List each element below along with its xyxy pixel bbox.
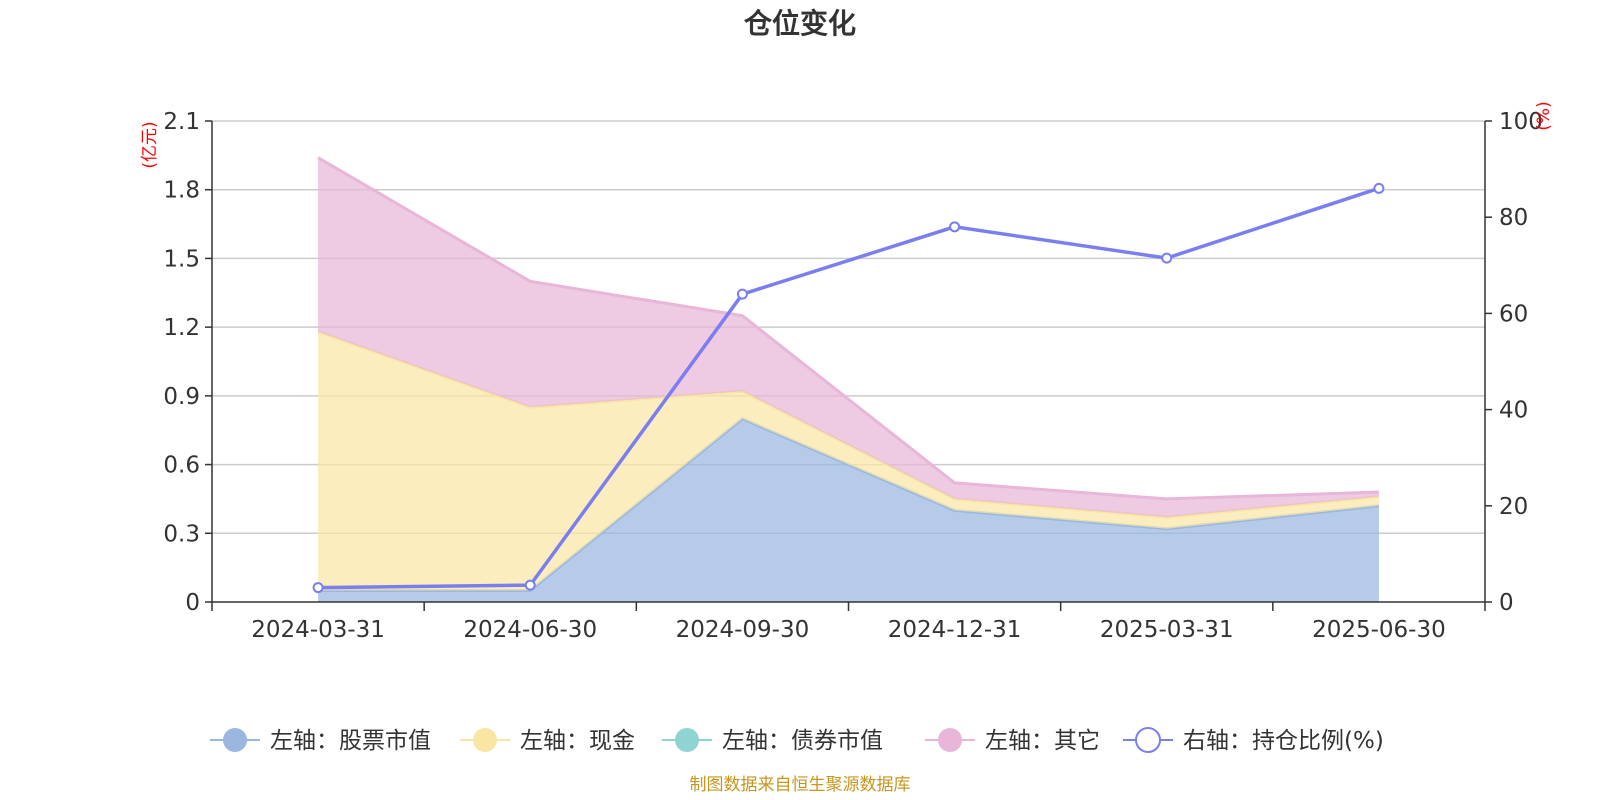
right-tick-label: 20 bbox=[1499, 494, 1528, 520]
x-tick-label: 2025-06-30 bbox=[1312, 617, 1446, 643]
legend-label: 左轴：股票市值 bbox=[270, 728, 431, 754]
right-tick-label: 40 bbox=[1499, 398, 1528, 424]
legend-marker bbox=[1135, 727, 1161, 753]
left-tick-label: 1.8 bbox=[163, 178, 200, 204]
left-tick-label: 1.5 bbox=[163, 246, 200, 272]
ratio-point bbox=[949, 221, 961, 233]
left-tick-label: 1.2 bbox=[163, 315, 200, 341]
legend-item[interactable]: 左轴：股票市值 bbox=[210, 728, 431, 754]
legend-marker bbox=[223, 728, 247, 752]
right-tick-label: 100 bbox=[1499, 109, 1543, 135]
legend-label: 右轴：持仓比例(%) bbox=[1183, 728, 1384, 754]
legend-marker bbox=[675, 728, 699, 752]
ratio-line bbox=[318, 186, 1380, 590]
chart-title: 仓位变化 bbox=[744, 7, 856, 40]
left-tick-label: 0.9 bbox=[163, 384, 200, 410]
ratio-line-series bbox=[312, 182, 1385, 594]
ratio-point bbox=[524, 579, 536, 591]
x-tick-label: 2024-06-30 bbox=[463, 617, 597, 643]
x-tick-label: 2024-09-30 bbox=[676, 617, 810, 643]
left-tick-label: 0 bbox=[185, 590, 200, 616]
x-tick-label: 2024-03-31 bbox=[251, 617, 385, 643]
legend: 左轴：股票市值 左轴：现金 左轴：债券市值 左轴：其它 右轴：持仓比例(%) bbox=[210, 727, 1384, 754]
area-股票市值 bbox=[318, 418, 1379, 602]
legend-label: 左轴：债券市值 bbox=[722, 728, 883, 754]
legend-marker bbox=[938, 728, 962, 752]
area-现金 bbox=[318, 331, 1379, 591]
x-tick-label: 2025-03-31 bbox=[1100, 617, 1234, 643]
x-tick-label: 2024-12-31 bbox=[888, 617, 1022, 643]
data-source-note: 制图数据来自恒生聚源数据库 bbox=[690, 775, 911, 795]
right-tick-label: 80 bbox=[1499, 205, 1528, 231]
legend-item[interactable]: 左轴：其它 bbox=[925, 728, 1100, 754]
ratio-point bbox=[1373, 182, 1385, 194]
left-tick-label: 2.1 bbox=[163, 109, 200, 135]
left-tick-label: 0.6 bbox=[163, 453, 200, 479]
legend-label: 左轴：其它 bbox=[985, 728, 1100, 754]
ratio-point bbox=[736, 288, 748, 300]
right-axis-unit: (%) bbox=[1534, 101, 1554, 130]
legend-label: 左轴：现金 bbox=[520, 728, 635, 754]
right-tick-label: 0 bbox=[1499, 590, 1514, 616]
area-其它 bbox=[318, 157, 1379, 518]
ratio-point bbox=[1161, 252, 1173, 264]
area-series bbox=[317, 156, 1380, 602]
ratio-point bbox=[312, 582, 324, 594]
left-axis-unit: (亿元) bbox=[140, 121, 160, 168]
legend-item[interactable]: 左轴：债券市值 bbox=[662, 728, 883, 754]
axes: 0 0.3 0.6 0.9 1.2 1.5 1.8 2.1 0 20 40 60 80 100 2024-0… bbox=[163, 109, 1542, 643]
right-tick-label: 60 bbox=[1499, 301, 1528, 327]
legend-item[interactable]: 右轴：持仓比例(%) bbox=[1123, 727, 1384, 754]
left-tick-label: 0.3 bbox=[163, 521, 200, 547]
legend-marker bbox=[473, 728, 497, 752]
legend-item[interactable]: 左轴：现金 bbox=[460, 728, 635, 754]
area-edge-股票市值 bbox=[318, 417, 1380, 593]
area-edge-其它 bbox=[317, 156, 1379, 501]
